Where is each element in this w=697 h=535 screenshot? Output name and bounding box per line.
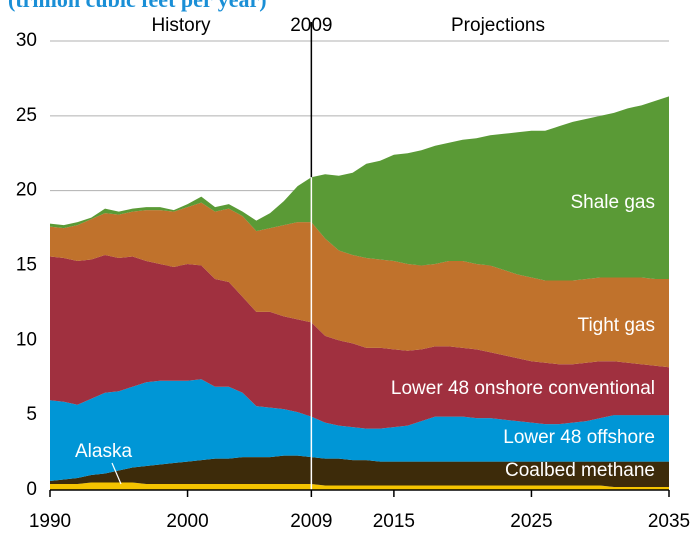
series-label: Shale gas: [570, 192, 655, 213]
area: [50, 455, 669, 488]
y-tick-label: 15: [16, 255, 37, 276]
series-label: Lower 48 onshore conventional: [391, 378, 655, 399]
x-tick-label: 2000: [166, 511, 208, 532]
area: [50, 379, 669, 482]
area: [50, 202, 669, 368]
y-tick-label: 0: [26, 479, 37, 500]
y-tick-label: 30: [16, 30, 37, 51]
x-tick-label: 2035: [648, 511, 690, 532]
area: [50, 255, 669, 429]
x-tick-label: 2009: [290, 511, 332, 532]
series-label: Tight gas: [578, 315, 655, 336]
y-tick-label: 25: [16, 105, 37, 126]
series-label: Alaska: [75, 441, 132, 462]
annotation: Projections: [451, 15, 545, 36]
area: [50, 96, 669, 281]
annotation: History: [151, 15, 211, 36]
y-tick-label: 5: [26, 404, 37, 425]
x-tick-label: 2025: [510, 511, 552, 532]
x-tick-label: 2015: [373, 511, 415, 532]
y-tick-label: 10: [16, 329, 37, 350]
annotation: 2009: [290, 15, 332, 36]
series-label: Lower 48 offshore: [503, 427, 655, 448]
label-pointer: [111, 462, 122, 485]
subtitle: (trillion cubic feet per year): [8, 0, 267, 12]
series-label: Coalbed methane: [505, 460, 655, 481]
y-tick-label: 20: [16, 180, 37, 201]
x-tick-label: 1990: [29, 511, 71, 532]
area: [50, 482, 669, 490]
